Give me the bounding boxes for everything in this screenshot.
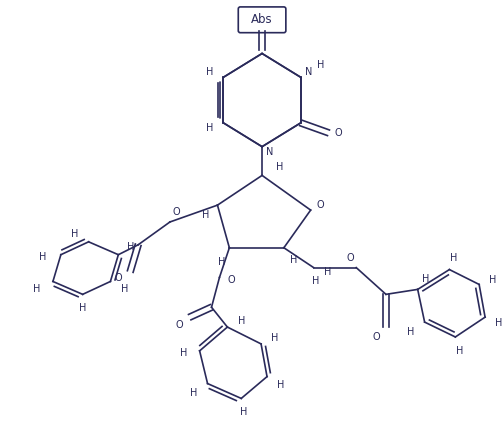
Text: N: N bbox=[266, 147, 274, 157]
Text: H: H bbox=[121, 284, 128, 295]
Text: H: H bbox=[271, 333, 279, 343]
Text: H: H bbox=[239, 407, 247, 417]
Text: H: H bbox=[218, 256, 225, 267]
Text: H: H bbox=[206, 123, 213, 133]
Text: H: H bbox=[456, 346, 463, 356]
Text: H: H bbox=[290, 255, 297, 264]
Text: O: O bbox=[115, 272, 122, 283]
Text: H: H bbox=[317, 60, 324, 70]
Text: H: H bbox=[324, 267, 331, 276]
Text: O: O bbox=[227, 276, 235, 285]
Text: H: H bbox=[450, 253, 457, 263]
Text: H: H bbox=[495, 318, 502, 328]
Text: O: O bbox=[176, 320, 184, 330]
Text: H: H bbox=[206, 67, 213, 78]
Text: O: O bbox=[372, 332, 380, 342]
Text: O: O bbox=[334, 128, 342, 138]
Text: H: H bbox=[33, 284, 41, 295]
Text: O: O bbox=[317, 200, 324, 210]
Text: O: O bbox=[172, 207, 180, 217]
Text: H: H bbox=[489, 276, 496, 285]
Text: Abs: Abs bbox=[252, 13, 273, 26]
Text: H: H bbox=[237, 316, 245, 326]
Text: H: H bbox=[190, 389, 197, 398]
Text: H: H bbox=[276, 163, 284, 172]
Text: O: O bbox=[347, 253, 354, 263]
Text: H: H bbox=[127, 242, 134, 252]
Text: H: H bbox=[277, 380, 285, 389]
Text: H: H bbox=[407, 327, 414, 337]
FancyBboxPatch shape bbox=[238, 7, 286, 33]
Text: H: H bbox=[39, 252, 47, 262]
Text: N: N bbox=[305, 67, 312, 78]
Text: H: H bbox=[71, 229, 78, 239]
Text: H: H bbox=[422, 275, 429, 284]
Text: H: H bbox=[202, 210, 209, 220]
Text: H: H bbox=[180, 348, 188, 358]
Text: H: H bbox=[312, 276, 319, 287]
Text: H: H bbox=[79, 303, 87, 313]
